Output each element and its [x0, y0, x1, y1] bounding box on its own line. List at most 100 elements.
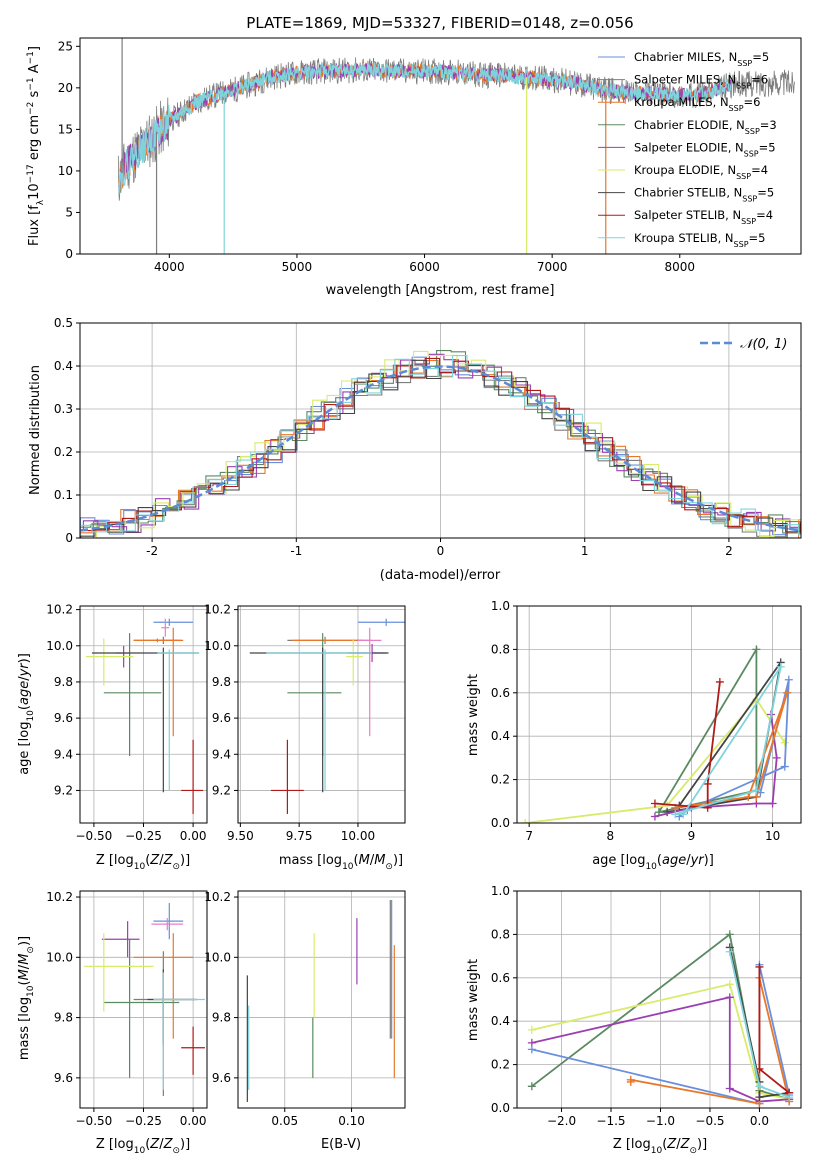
- y-tick-label: 9.8: [54, 675, 73, 689]
- y-tick-label: 25: [58, 39, 73, 53]
- errorbar-point: [157, 649, 200, 791]
- weight-vs-age-plot-area: 7 8 9 10 0.0 0.2 0.4 0.6 0.8 1.0: [491, 599, 802, 843]
- y-tick-label: 9.2: [54, 783, 73, 797]
- y-tick-label: 9.6: [54, 1071, 73, 1085]
- errorbar-point: [103, 633, 162, 757]
- y-tick-label: 0.3: [54, 402, 73, 416]
- errorbar-point: [346, 638, 363, 686]
- x-tick-label: −0.25: [125, 1114, 162, 1128]
- legend-label: Kroupa MILES, NSSP=6: [634, 95, 760, 113]
- weight-marker: [725, 980, 734, 989]
- weight-marker: [725, 930, 734, 939]
- legend-label: Chabrier ELODIE, NSSP=3: [634, 118, 777, 136]
- x-tick-label: −1.5: [596, 1114, 625, 1128]
- axes-frame: [237, 890, 406, 1109]
- y-tick-label: 1.0: [491, 884, 510, 898]
- histogram-step-chabrier_stelib: [80, 359, 801, 538]
- age-vs-metallicity-panel: −0.50 −0.25 0.00 9.2 9.4 9.6 9.8 10.0 10.2 Z [lo…: [17, 603, 208, 872]
- weight-vs-metallicity-xlabel: Z [log10(Z/Z⊙)]: [613, 1137, 707, 1156]
- weight-marker: [783, 688, 792, 697]
- age-vs-metallicity-plot-area: −0.50 −0.25 0.00 9.2 9.4 9.6 9.8 10.0 10.2: [46, 603, 208, 843]
- y-tick-label: 0.4: [491, 729, 510, 743]
- weight-marker: [725, 1084, 734, 1093]
- y-tick-label: 10.2: [46, 890, 73, 904]
- legend-label: Kroupa ELODIE, NSSP=4: [634, 163, 768, 181]
- weight-marker: [755, 1064, 764, 1073]
- weight-line-salpeter_stelib: [654, 681, 721, 809]
- histogram-step-kroupa_elodie: [80, 350, 801, 538]
- errorbar-point: [153, 618, 194, 626]
- errorbar-point: [133, 933, 194, 1039]
- legend-label: Kroupa STELIB, NSSP=5: [634, 231, 765, 249]
- x-tick-label: 9: [688, 829, 696, 843]
- errorbar-point: [133, 951, 196, 1096]
- legend-label: Salpeter MILES, NSSP=6: [634, 73, 768, 91]
- weight-marker: [768, 799, 777, 808]
- legend-label: Chabrier STELIB, NSSP=5: [634, 186, 774, 204]
- y-tick-label: 0: [65, 247, 73, 261]
- data-layer: [80, 350, 801, 538]
- legend-label: 𝒩(0, 1): [740, 337, 787, 352]
- age-vs-mass-panel: 9.50 9.75 10.00 9.2 9.4 9.6 9.8 10.0 10.2 mass […: [204, 603, 406, 872]
- axes-frame: [79, 37, 802, 255]
- y-tick-label: 0.5: [54, 316, 73, 330]
- weight-marker: [521, 819, 530, 823]
- errorbar-point: [357, 618, 405, 626]
- legend-label: Chabrier MILES, NSSP=5: [634, 50, 769, 68]
- y-tick-label: 0.0: [491, 1101, 510, 1115]
- weight-marker: [755, 962, 764, 971]
- model-spectrum-kroupa_stelib: [117, 61, 732, 195]
- y-tick-label: 0.4: [54, 359, 73, 373]
- errorbar-point: [91, 647, 200, 793]
- y-tick-label: 9.6: [54, 711, 73, 725]
- axes-frame: [237, 605, 406, 824]
- x-tick-label: 8: [606, 829, 614, 843]
- weight-marker: [527, 1045, 536, 1054]
- errorbar-point: [147, 969, 198, 1045]
- weight-marker: [744, 792, 753, 801]
- weight-line-salpeter_elodie: [654, 714, 778, 818]
- weight-marker: [752, 786, 761, 795]
- y-tick-label: 15: [58, 122, 73, 136]
- x-tick-label: −2.0: [547, 1114, 576, 1128]
- errorbar-point: [161, 618, 170, 637]
- weight-marker: [725, 993, 734, 1002]
- gaussian-curve: [80, 365, 801, 532]
- spectrum-xlabel: wavelength [Angstrom, rest frame]: [326, 283, 555, 298]
- errorbar-point: [85, 638, 134, 686]
- weight-marker: [527, 1082, 536, 1091]
- weight-line-kroupa_miles: [675, 692, 789, 809]
- weight-marker: [755, 1093, 764, 1102]
- x-tick-label: 8000: [664, 260, 695, 274]
- residuals-xlabel: (data-model)/error: [380, 568, 501, 583]
- x-tick-label: -2: [146, 544, 158, 558]
- errorbar-point: [151, 918, 184, 931]
- weight-vs-age-ylabel: mass weight: [466, 674, 481, 756]
- x-tick-label: −1.0: [646, 1114, 675, 1128]
- weight-marker: [780, 738, 789, 747]
- weight-marker: [679, 810, 688, 819]
- weight-marker: [703, 779, 712, 788]
- weight-vs-metallicity-plot-area: −2.0 −1.5 −1.0 −0.5 0.0 0.0 0.2 0.4 0.6 0.8 1.0: [491, 884, 802, 1128]
- spectrum-title: PLATE=1869, MJD=53327, FIBERID=0148, z=0…: [246, 14, 633, 32]
- y-tick-label: 20: [58, 81, 73, 95]
- y-tick-label: 10.0: [46, 950, 73, 964]
- weight-marker: [715, 677, 724, 686]
- weight-marker: [626, 1075, 635, 1084]
- residuals-ylabel: Normed distribution: [28, 365, 43, 495]
- x-tick-label: 0.10: [338, 1114, 365, 1128]
- y-tick-label: 0: [65, 531, 73, 545]
- weight-marker: [725, 947, 734, 956]
- x-tick-label: 0.05: [271, 1114, 298, 1128]
- errorbar-point: [103, 939, 180, 1078]
- weight-vs-age-panel: 7 8 9 10 0.0 0.2 0.4 0.6 0.8 1.0 age [log10(age/y…: [466, 599, 802, 872]
- x-tick-label: 10.00: [341, 829, 375, 843]
- y-tick-label: 0.2: [54, 445, 73, 459]
- weight-marker: [784, 675, 793, 684]
- errorbar-point: [153, 627, 178, 737]
- x-tick-label: −0.5: [695, 1114, 724, 1128]
- y-tick-label: 10.2: [46, 603, 73, 617]
- errorbar-point: [153, 972, 206, 1090]
- weight-vs-age-xlabel: age [log10(age/yr)]: [592, 853, 714, 872]
